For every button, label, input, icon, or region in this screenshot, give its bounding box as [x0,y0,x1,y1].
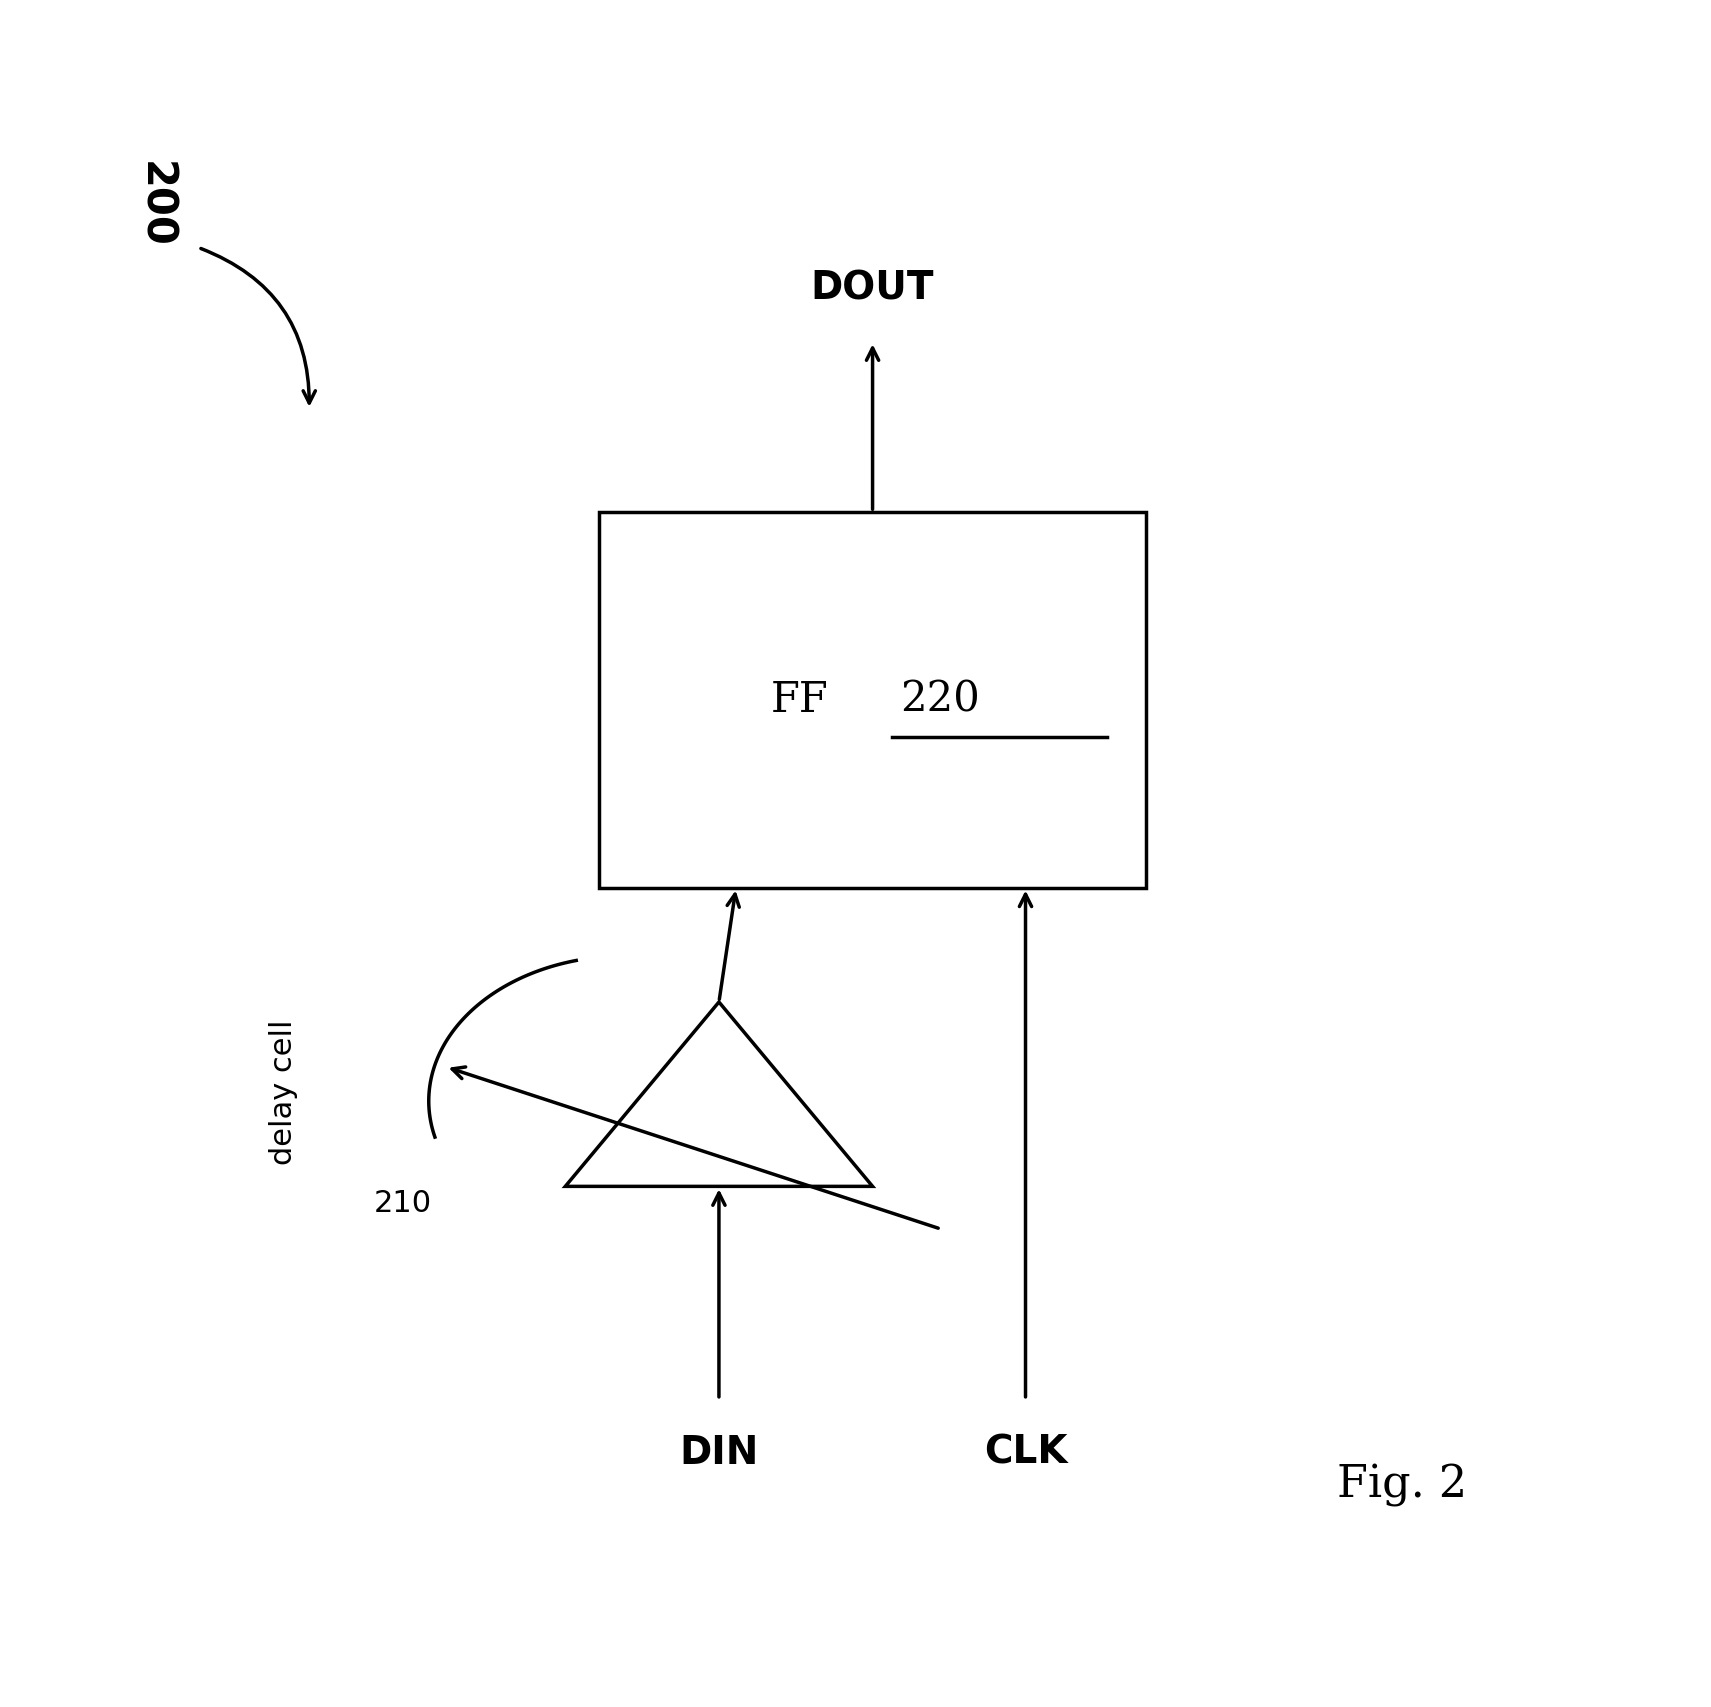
Text: DOUT: DOUT [811,270,934,307]
Text: 210: 210 [375,1190,433,1217]
Text: Fig. 2: Fig. 2 [1336,1463,1466,1507]
Text: delay cell: delay cell [269,1019,298,1166]
Text: 200: 200 [135,162,176,248]
Bar [599,512,1146,888]
Polygon shape [565,1002,873,1186]
Text: FF: FF [772,679,828,720]
Text: CLK: CLK [984,1434,1068,1471]
Text: DIN: DIN [679,1434,758,1471]
Text: 220: 220 [900,679,980,720]
